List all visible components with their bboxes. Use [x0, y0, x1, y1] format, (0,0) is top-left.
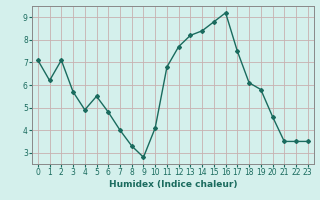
X-axis label: Humidex (Indice chaleur): Humidex (Indice chaleur) — [108, 180, 237, 189]
